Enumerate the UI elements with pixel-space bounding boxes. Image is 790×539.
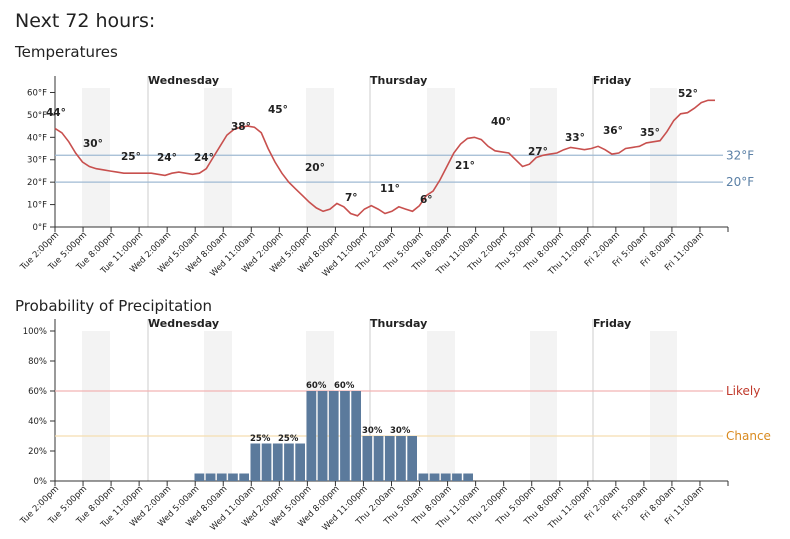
day-label: Wednesday	[148, 74, 219, 87]
temperature-label: 33°	[565, 132, 585, 144]
precip-label: 60%	[334, 381, 355, 391]
y-tick-label: 40%	[28, 417, 47, 427]
temperature-label: 11°	[380, 183, 400, 195]
temperature-label: 38°	[231, 121, 251, 133]
day-label: Friday	[593, 74, 631, 87]
temperature-label: 24°	[194, 152, 214, 164]
page-title: Next 72 hours:	[15, 10, 156, 32]
precip-label: 25%	[250, 434, 271, 444]
night-band	[204, 331, 232, 481]
precip-bar	[328, 391, 339, 481]
precip-bar	[340, 391, 350, 481]
precipitation-title: Probability of Precipitation	[15, 297, 213, 315]
night-band	[427, 88, 455, 227]
temperature-label: 27°	[528, 146, 548, 158]
night-band	[82, 88, 110, 227]
y-tick-label: 20°F	[27, 178, 47, 188]
reference-label: Chance	[726, 429, 771, 443]
precip-bar	[250, 443, 261, 481]
temperature-label: 40°	[491, 116, 511, 128]
precip-bar	[306, 391, 317, 481]
precip-bar	[452, 473, 462, 481]
precip-label: 60%	[306, 381, 327, 391]
precip-bar	[440, 473, 451, 481]
night-band	[204, 88, 232, 227]
temperature-label: 44°	[46, 107, 66, 119]
reference-label: Likely	[726, 384, 760, 398]
precip-bar	[194, 473, 205, 481]
precip-bar	[317, 391, 328, 481]
temperature-label: 45°	[268, 104, 288, 116]
precip-bar	[284, 443, 294, 481]
temperature-label: 6°	[420, 194, 433, 206]
day-label: Thursday	[370, 317, 427, 330]
precip-label: 30%	[362, 426, 383, 436]
precip-bar	[239, 473, 249, 481]
temperature-label: 36°	[603, 125, 623, 137]
night-band	[306, 88, 334, 227]
precip-bar	[205, 473, 216, 481]
y-tick-label: 80%	[28, 357, 47, 367]
precip-bar	[216, 473, 227, 481]
y-tick-label: 20%	[28, 447, 47, 457]
reference-label: 32°F	[726, 148, 754, 162]
y-tick-label: 60%	[28, 387, 47, 397]
precip-bar	[228, 473, 238, 481]
day-label: Thursday	[370, 74, 427, 87]
y-tick-label: 10°F	[27, 201, 47, 211]
precip-bar	[463, 473, 473, 481]
precip-label: 25%	[278, 434, 299, 444]
night-band	[82, 331, 110, 481]
precip-bar	[396, 436, 406, 481]
precip-bar	[429, 473, 440, 481]
precip-bar	[295, 443, 305, 481]
temperature-line	[54, 99, 715, 217]
y-tick-label: 40°F	[27, 133, 47, 143]
temperature-label: 25°	[121, 151, 141, 163]
temperature-label: 7°	[345, 192, 358, 204]
y-tick-label: 100%	[23, 327, 47, 337]
precip-bar	[407, 436, 417, 481]
precip-bar	[373, 436, 384, 481]
precip-bar	[272, 443, 283, 481]
precip-bar	[384, 436, 395, 481]
temperature-label: 24°	[157, 152, 177, 164]
day-label: Wednesday	[148, 317, 219, 330]
y-tick-label: 30°F	[27, 156, 47, 166]
temperature-label: 21°	[455, 160, 475, 172]
temperature-label: 30°	[83, 138, 103, 150]
temperature-label: 52°	[678, 88, 698, 100]
night-band	[530, 88, 557, 227]
y-tick-label: 60°F	[27, 88, 47, 98]
night-band	[650, 331, 677, 481]
reference-label: 20°F	[726, 175, 754, 189]
day-label: Friday	[593, 317, 631, 330]
temperature-label: 35°	[640, 127, 660, 139]
y-tick-label: 0°F	[32, 223, 47, 233]
y-tick-label: 50°F	[27, 111, 47, 121]
temperatures-title: Temperatures	[15, 43, 118, 61]
precip-bar	[261, 443, 272, 481]
night-band	[650, 88, 677, 227]
temperature-label: 20°	[305, 162, 325, 174]
y-tick-label: 0%	[34, 477, 48, 487]
precip-bar	[362, 436, 373, 481]
precip-bar	[418, 473, 429, 481]
precip-label: 30%	[390, 426, 411, 436]
precip-bar	[351, 391, 361, 481]
night-band	[530, 331, 557, 481]
night-band	[427, 331, 455, 481]
